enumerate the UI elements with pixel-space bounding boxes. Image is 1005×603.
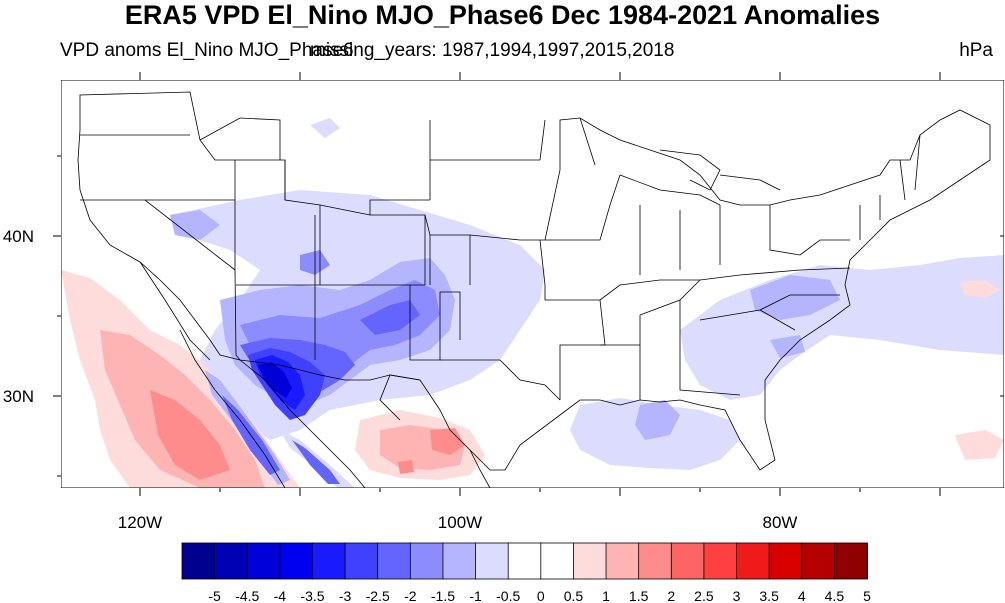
axis-ticks	[53, 72, 1004, 496]
colorbar-swatch	[703, 542, 738, 580]
colorbar-label: 0.5	[564, 588, 584, 603]
colorbar-swatch	[475, 542, 510, 580]
colorbar-swatch	[507, 542, 542, 580]
colorbar-swatch	[833, 542, 868, 580]
colorbar-label: 1.5	[629, 588, 649, 603]
colorbar-label: -2.5	[366, 588, 390, 603]
colorbar-swatch	[736, 542, 771, 580]
units-label: hPa	[959, 40, 993, 61]
colorbar-swatch	[246, 542, 281, 580]
colorbar-label: 1	[602, 588, 610, 603]
colorbar-swatch	[409, 542, 444, 580]
lon-label-100w: 100W	[438, 513, 482, 532]
colorbar-label: -3	[339, 588, 352, 603]
left-subtitle: VPD anoms El_Nino MJO_Phase6	[60, 40, 354, 61]
colorbar-swatch	[605, 542, 640, 580]
colorbar-swatch	[768, 542, 803, 580]
colorbar-swatch	[214, 542, 249, 580]
lon-label-80w: 80W	[763, 513, 798, 532]
colorbar-label: -0.5	[496, 588, 520, 603]
colorbar-swatch	[181, 542, 216, 580]
colorbar-label: 2.5	[694, 588, 714, 603]
colorbar: -5 -4.5 -4 -3.5 -3 -2.5 -2 -1.5 -1 -0.5 0 0.5 1 1.5 2 2…	[181, 542, 871, 603]
colorbar-label: 5	[863, 588, 871, 603]
colorbar-label: -2	[404, 588, 417, 603]
colorbar-swatch	[540, 542, 575, 580]
colorbar-swatch	[377, 542, 412, 580]
colorbar-label: -1.5	[431, 588, 455, 603]
colorbar-swatch	[573, 542, 607, 580]
colorbar-swatch	[344, 542, 379, 580]
colorbar-swatch	[312, 542, 347, 580]
colorbar-label: -3.5	[300, 588, 324, 603]
colorbar-swatch	[801, 542, 836, 580]
missing-years-subtitle: missing_years: 1987,1994,1997,2015,2018	[310, 40, 675, 61]
colorbar-label: 3.5	[759, 588, 779, 603]
colorbar-label: -5	[208, 588, 221, 603]
colorbar-label: 0	[537, 588, 545, 603]
colorbar-label: -4.5	[235, 588, 259, 603]
lat-label-40n: 40N	[3, 227, 34, 246]
map-panel	[61, 80, 1004, 488]
colorbar-label: 2	[667, 588, 675, 603]
colorbar-swatch	[279, 542, 314, 580]
lat-label-30n: 30N	[3, 387, 34, 406]
colorbar-swatch	[670, 542, 705, 580]
colorbar-label: -1	[469, 588, 482, 603]
colorbar-label: 4.5	[825, 588, 845, 603]
plot-title: ERA5 VPD El_Nino MJO_Phase6 Dec 1984-202…	[124, 0, 881, 30]
state-boundaries	[77, 91, 991, 488]
anomaly-shading	[61, 118, 1004, 488]
colorbar-label: 4	[798, 588, 806, 603]
colorbar-swatch	[638, 542, 673, 580]
lon-label-120w: 120W	[118, 513, 162, 532]
colorbar-label: -4	[274, 588, 287, 603]
colorbar-label: 3	[733, 588, 741, 603]
colorbar-swatch	[442, 542, 477, 580]
